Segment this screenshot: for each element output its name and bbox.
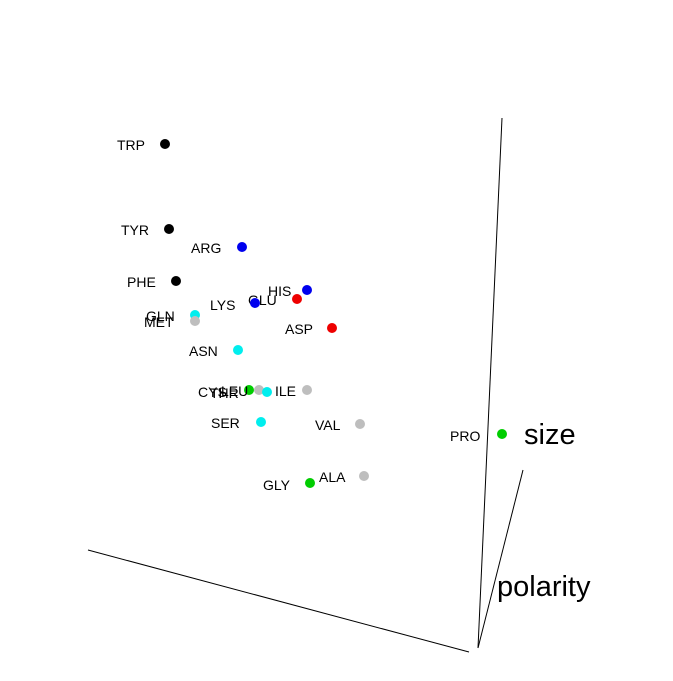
data-point-cys	[244, 385, 254, 395]
axis-line-floor	[87, 549, 470, 653]
point-label-tyr: TYR	[121, 222, 149, 238]
data-point-trp	[160, 139, 170, 149]
point-label-pro: PRO	[450, 428, 480, 444]
point-label-gln: GLN	[146, 308, 175, 324]
point-label-lys: LYS	[210, 297, 235, 313]
data-point-gly	[305, 478, 315, 488]
data-point-phe	[171, 276, 181, 286]
data-point-glu	[292, 294, 302, 304]
axis-line-vertical	[477, 117, 503, 649]
points-layer: TRPTYRARGPHEHISGLULYSASPGLNMETASNCYSLEUT…	[117, 137, 507, 493]
data-point-thr	[262, 387, 272, 397]
point-label-asn: ASN	[189, 343, 218, 359]
axis-label-polarity: polarity	[497, 571, 591, 603]
data-point-leu	[254, 385, 264, 395]
point-label-leu: LEU	[221, 383, 248, 399]
point-label-arg: ARG	[191, 240, 221, 256]
data-point-asn	[233, 345, 243, 355]
data-point-lys	[250, 298, 260, 308]
point-label-trp: TRP	[117, 137, 145, 153]
data-point-met	[190, 316, 200, 326]
point-label-thr: THR	[210, 385, 239, 401]
data-point-ala	[359, 471, 369, 481]
point-label-val: VAL	[315, 417, 341, 433]
point-label-his: HIS	[268, 283, 291, 299]
data-point-val	[355, 419, 365, 429]
point-label-met: MET	[144, 314, 174, 330]
data-point-arg	[237, 242, 247, 252]
data-point-ile	[302, 385, 312, 395]
point-label-cys: CYS	[198, 384, 227, 400]
point-label-asp: ASP	[285, 321, 313, 337]
data-point-his	[302, 285, 312, 295]
point-label-ser: SER	[211, 415, 240, 431]
data-point-asp	[327, 323, 337, 333]
point-label-ala: ALA	[319, 469, 346, 485]
data-point-ser	[256, 417, 266, 427]
axis-label-size: size	[524, 419, 576, 451]
point-label-ile: ILE	[275, 383, 296, 399]
data-point-pro	[497, 429, 507, 439]
point-label-phe: PHE	[127, 274, 156, 290]
axes-group: size polarity	[87, 117, 591, 653]
data-point-tyr	[164, 224, 174, 234]
point-label-gly: GLY	[263, 477, 291, 493]
axis-line-polarity	[477, 469, 524, 649]
